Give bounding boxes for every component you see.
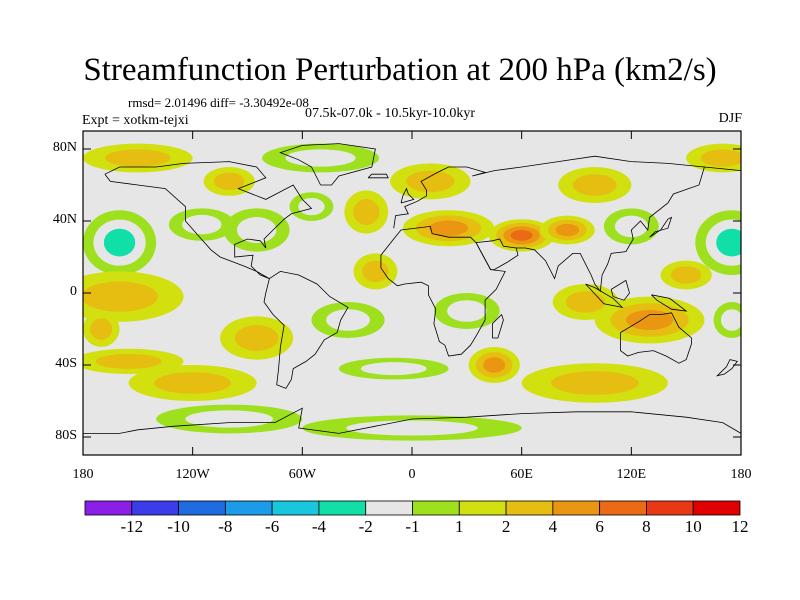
coastline-9	[585, 283, 624, 309]
y-tick-label: 80S	[55, 428, 77, 443]
field-contour-14-1	[360, 362, 427, 376]
field-contour-32-1	[670, 266, 702, 284]
x-tick-label: 120E	[616, 467, 647, 482]
colorbar-swatch-11	[599, 500, 647, 516]
chart-title: Streamfunction Perturbation at 200 hPa (…	[83, 52, 717, 88]
field-contour-9-1	[298, 197, 325, 216]
colorbar-label: -6	[265, 517, 280, 536]
field-contour-27-1	[550, 371, 639, 395]
field-contour-4-1	[95, 353, 162, 369]
field-contour-1-2	[103, 228, 136, 257]
field-contour-12-1	[326, 309, 370, 331]
coastline-13	[400, 187, 415, 204]
coastline-3	[393, 155, 741, 229]
colorbar-label: -2	[358, 517, 373, 536]
colorbar-swatch-1	[131, 500, 179, 516]
colorbar-label: 6	[595, 517, 604, 536]
colorbar-swatch-9	[505, 500, 554, 516]
colorbar-label: -1	[405, 517, 420, 536]
colorbar-label: -4	[311, 517, 326, 536]
coastline-14	[367, 173, 389, 179]
coastline-8	[492, 313, 504, 339]
y-tick-label: 40N	[52, 212, 77, 227]
colorbar-label: 4	[548, 517, 558, 536]
field-contour-24-1	[614, 215, 648, 238]
field-contour-0-1	[104, 149, 171, 167]
colorbar-swatch-2	[178, 500, 226, 516]
field-contour-18-3	[510, 230, 533, 241]
coastline-2	[279, 143, 376, 186]
field-contour-15-1	[154, 372, 232, 394]
field-contour-11-1	[234, 325, 279, 351]
colorbar-label: -10	[167, 517, 190, 536]
colorbar-swatch-13	[692, 500, 741, 516]
colorbar-label: -8	[218, 517, 233, 536]
field-contour-2-1	[83, 281, 158, 312]
colorbar-swatch-10	[552, 500, 601, 516]
field-contour-16-1	[185, 410, 274, 428]
field-contour-31-1	[346, 420, 478, 436]
colorbar-swatch-4	[271, 500, 320, 516]
field-contour-5-1	[182, 214, 222, 235]
field-contour-29-1	[720, 309, 741, 331]
colorbar-swatch-7	[412, 500, 460, 516]
field-contour-10-1	[353, 199, 380, 225]
field-contour-3-1	[90, 318, 113, 340]
stats-text: rmsd= 2.01496 diff= -3.30492e-08	[128, 95, 309, 110]
x-tick-label: 120W	[175, 467, 210, 482]
colorbar-label: 1	[455, 517, 464, 536]
colorbar-swatch-3	[224, 500, 273, 516]
colorbar-label: -12	[120, 517, 144, 536]
colorbar-label: 12	[731, 517, 749, 536]
colorbar-swatch-8	[458, 500, 507, 516]
field-contour-13-1	[362, 260, 389, 283]
coastline-0	[104, 161, 313, 279]
x-tick-label: 60W	[288, 467, 316, 482]
field-contour-28-2	[716, 228, 741, 257]
colorbar-label: 10	[684, 517, 702, 536]
field-contour-21-2	[483, 357, 506, 373]
coastline-12	[649, 216, 673, 238]
y-tick-label: 80N	[52, 140, 77, 155]
field-contour-19-2	[555, 223, 580, 237]
x-tick-label: 180	[72, 467, 94, 482]
x-tick-label: 180	[730, 467, 752, 482]
field-contour-30-1	[700, 149, 741, 167]
experiment-label: Expt = xotkm-tejxi	[82, 113, 189, 128]
field-contour-22-1	[447, 300, 487, 322]
y-tick-label: 0	[70, 284, 77, 299]
field-contour-7-1	[236, 217, 277, 243]
coastline-7	[620, 312, 692, 364]
coastline-6	[516, 166, 705, 293]
field-contour-20-1	[406, 170, 455, 193]
colorbar-swatch-6	[365, 500, 413, 516]
coastlines	[83, 143, 741, 434]
coastline-15	[83, 407, 741, 434]
colorbar-swatch-12	[646, 500, 694, 516]
colorbar-label: 8	[642, 517, 651, 536]
field-contour-23-1	[572, 174, 617, 196]
coastline-1	[263, 270, 349, 389]
field-layer	[83, 143, 741, 441]
field-contour-6-1	[213, 172, 245, 191]
y-tick-label: 40S	[55, 356, 77, 371]
field-contour-25-2	[626, 309, 674, 331]
field-contour-17-2	[428, 220, 469, 236]
coastline-4	[380, 225, 506, 357]
x-tick-label: 0	[408, 467, 416, 482]
colorbar-swatch-0	[84, 500, 133, 516]
coastline-11	[651, 294, 688, 312]
field-contour-26-1	[565, 291, 606, 313]
period-label: 07.5k-07.0k - 10.5kyr-10.0kyr	[305, 106, 476, 121]
season-label: DJF	[718, 111, 742, 126]
coastline-5	[475, 238, 519, 270]
coastline-10	[610, 279, 630, 301]
x-tick-label: 60E	[510, 467, 533, 482]
field-contour-8-1	[285, 149, 356, 167]
colorbar-label: 2	[501, 517, 511, 536]
colorbar-swatch-5	[318, 500, 367, 516]
coastline-16	[715, 359, 738, 377]
